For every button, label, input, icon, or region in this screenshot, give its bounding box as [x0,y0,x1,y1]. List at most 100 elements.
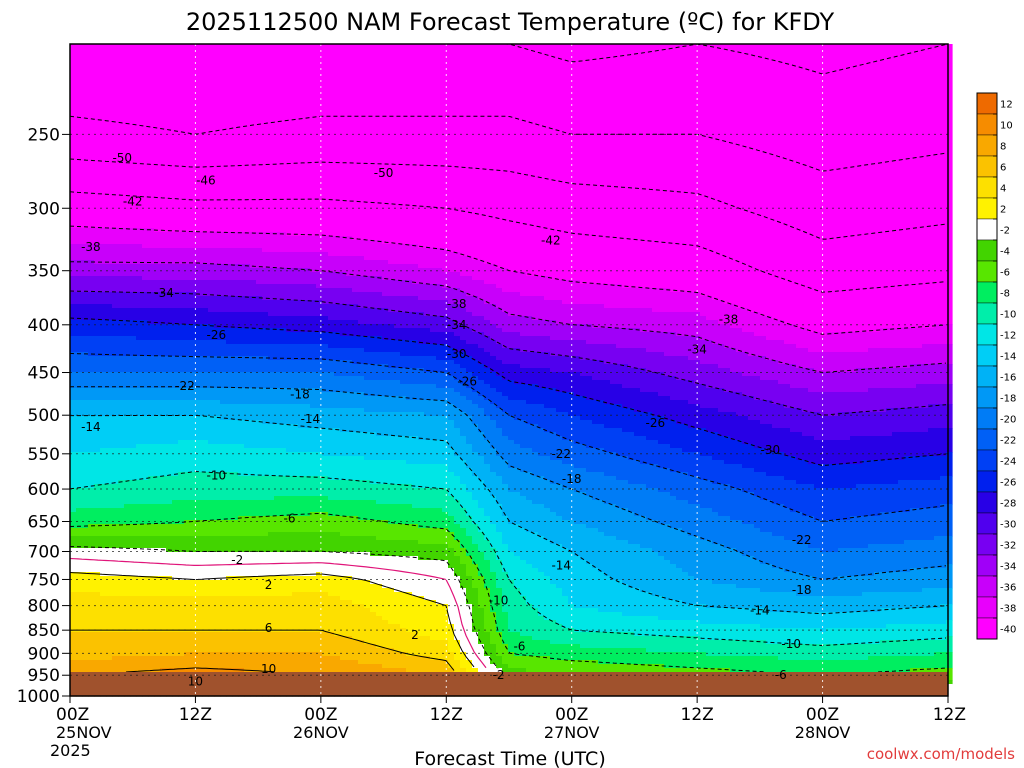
temperature-cell [316,316,323,333]
temperature-cell [580,284,587,305]
temperature-cell [778,384,785,405]
temperature-cell [76,400,83,417]
temperature-cell [310,476,317,497]
temperature-cell [178,280,185,293]
temperature-cell [376,336,383,353]
temperature-cell [706,508,713,541]
y-tick-label: 900 [28,644,60,664]
temperature-cell [310,236,317,253]
temperature-cell [190,264,197,281]
temperature-cell [76,372,83,389]
temperature-cell [700,408,707,429]
temperature-cell [304,236,311,253]
temperature-cell [586,448,593,473]
temperature-cell [586,44,593,285]
temperature-cell [382,620,389,649]
temperature-cell [886,640,893,657]
temperature-cell [298,360,305,373]
temperature-cell [484,632,491,657]
temperature-cell [334,304,341,321]
temperature-cell [352,376,359,393]
temperature-cell [304,252,311,269]
temperature-cell [772,452,779,477]
temperature-cell [316,592,323,633]
temperature-cell [142,480,149,505]
temperature-cell [334,44,341,237]
temperature-cell [364,460,371,481]
temperature-cell [76,336,83,353]
temperature-cell [124,292,131,309]
temperature-cell [430,464,437,489]
temperature-cell [442,316,449,333]
temperature-cell [772,428,779,453]
temperature-cell [142,632,149,657]
temperature-cell [754,356,761,377]
temperature-cell [844,628,851,645]
temperature-cell [142,444,149,481]
temperature-cell [688,620,695,637]
temperature-cell [154,504,161,525]
temperature-cell [184,388,191,401]
temperature-cell [184,44,191,233]
temperature-cell [346,480,353,501]
temperature-cell [100,484,107,509]
temperature-cell [250,448,257,477]
temperature-cell [88,388,95,401]
temperature-cell [352,480,359,501]
temperature-cell [304,592,311,633]
temperature-cell [430,416,437,441]
temperature-cell [376,484,383,505]
temperature-cell [166,248,173,265]
temperature-cell [784,628,791,645]
temperature-cell [886,656,893,673]
temperature-cell [766,656,773,673]
temperature-cell [484,588,491,633]
temperature-cell [904,512,911,541]
temperature-cell [802,368,809,389]
temperature-cell [934,404,941,429]
temperature-cell [886,368,893,389]
temperature-cell [166,536,173,553]
temperature-cell [70,372,77,389]
temperature-cell [646,664,653,677]
temperature-cell [130,632,137,657]
temperature-cell [724,464,731,485]
temperature-cell [496,308,503,329]
temperature-cell [160,548,167,577]
temperature-cell [298,268,305,285]
temperature-cell [70,304,77,321]
temperature-cell [538,404,545,429]
temperature-cell [664,332,671,357]
temperature-cell [856,464,863,485]
temperature-cell [748,312,755,333]
temperature-cell [790,592,797,613]
temperature-cell [616,664,623,677]
temperature-cell [268,532,275,553]
temperature-cell [226,312,233,329]
temperature-cell [934,384,941,405]
temperature-cell [352,392,359,409]
temperature-cell [694,312,701,337]
temperature-cell [130,524,137,537]
temperature-cell [832,644,839,661]
temperature-cell [478,508,485,533]
temperature-cell [508,524,515,553]
colorbar-label: -22 [1000,436,1016,447]
temperature-cell [844,464,851,489]
temperature-cell [796,644,803,661]
temperature-cell [244,280,251,297]
temperature-cell [934,324,941,345]
temperature-cell [334,636,341,657]
temperature-cell [880,512,887,545]
contour-label: -30 [447,347,467,361]
temperature-cell [226,232,233,249]
temperature-cell [544,336,551,353]
temperature-cell [874,332,881,349]
temperature-cell [94,524,101,537]
temperature-cell [892,368,899,389]
temperature-cell [634,648,641,665]
temperature-cell [136,276,143,293]
temperature-cell [136,632,143,657]
temperature-cell [526,368,533,385]
temperature-cell [586,632,593,649]
